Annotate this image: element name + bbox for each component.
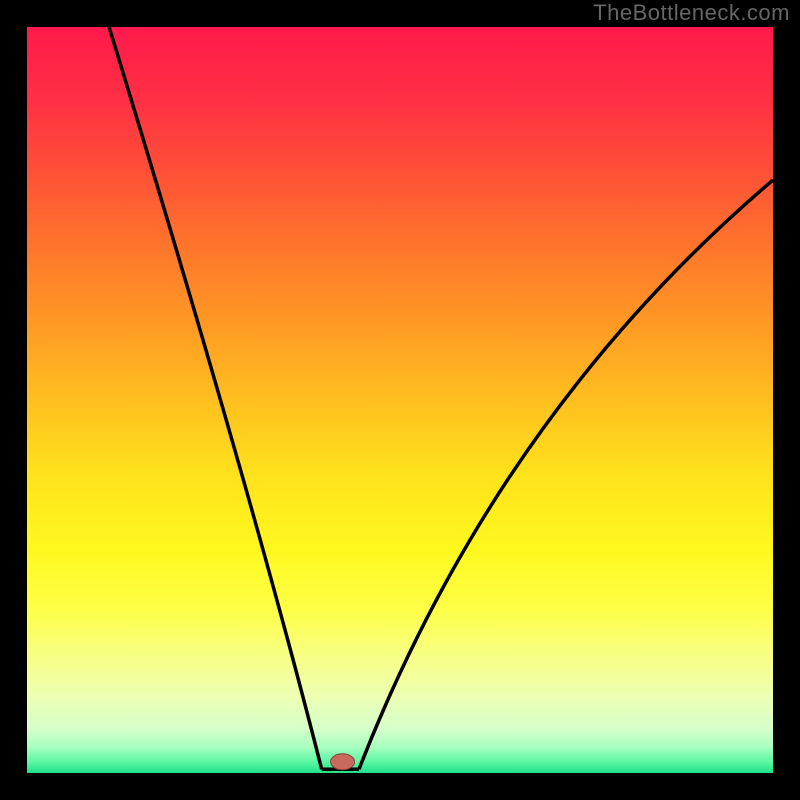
bottleneck-chart [0,0,800,800]
plot-gradient-background [27,27,773,773]
optimum-marker [331,754,355,770]
watermark-text: TheBottleneck.com [593,0,790,26]
